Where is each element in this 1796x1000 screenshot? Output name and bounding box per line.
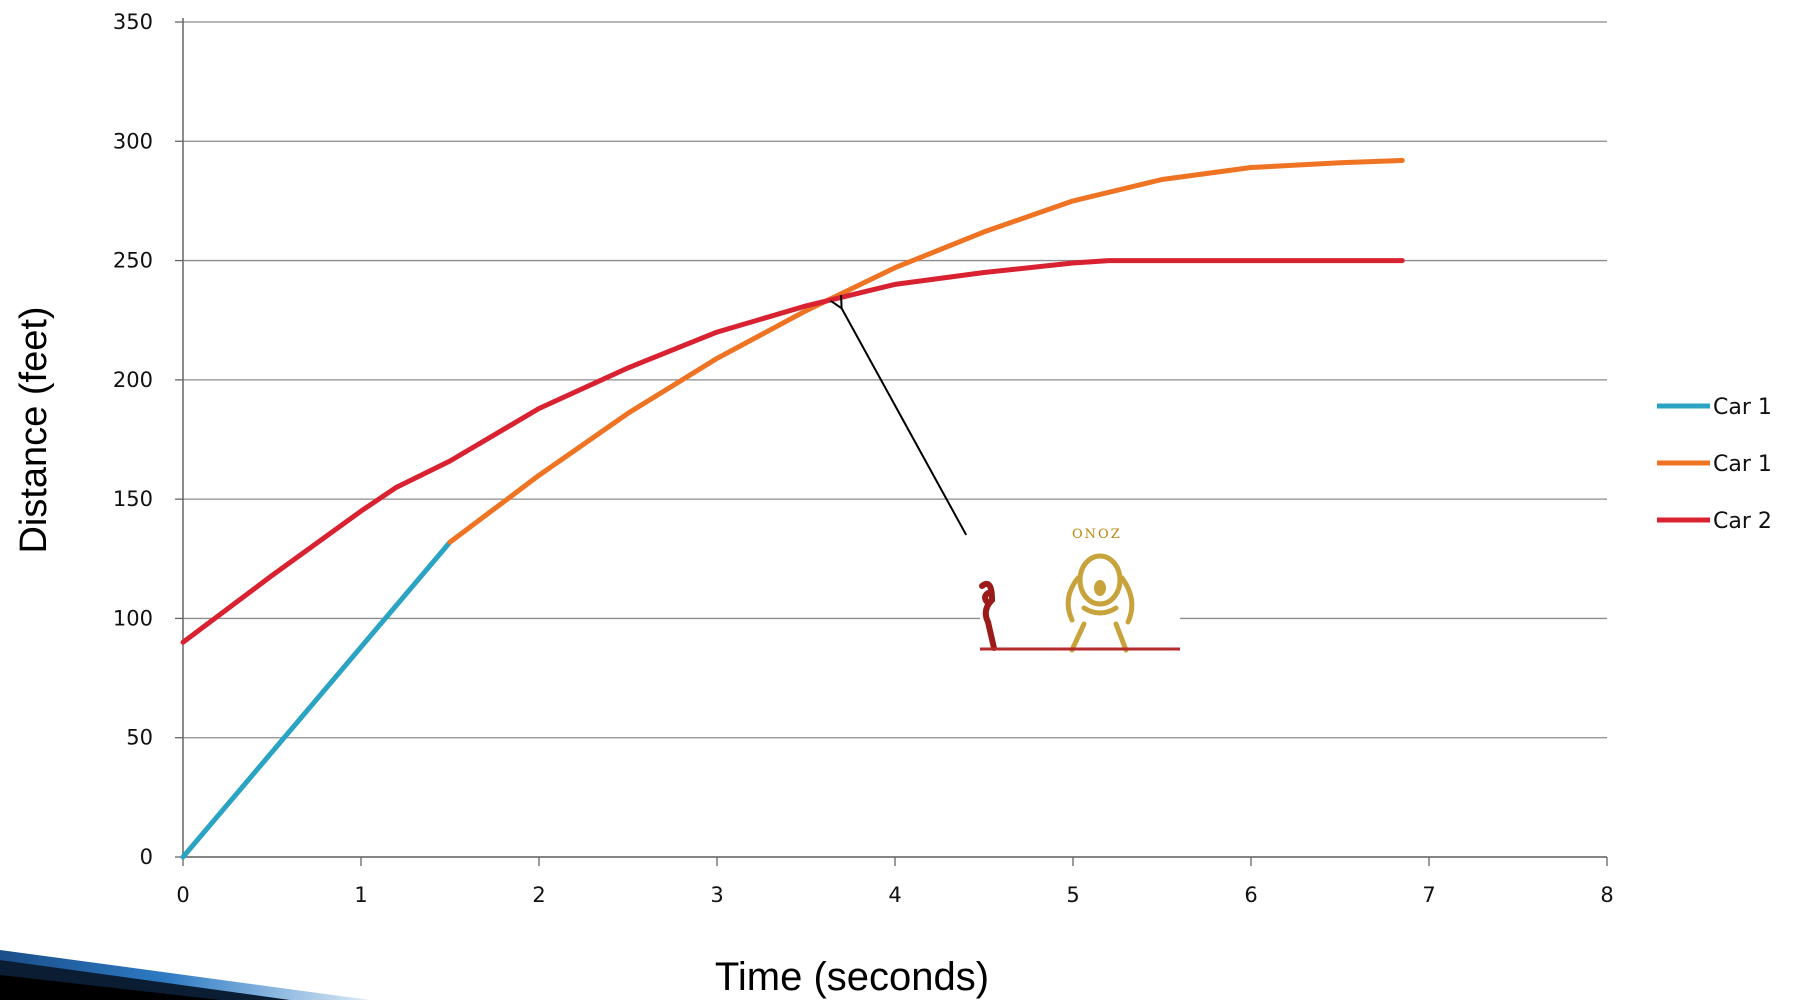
legend-label-2: Car 1 bbox=[1713, 452, 1772, 477]
x-tick-label: 1 bbox=[354, 883, 367, 907]
x-axis-title: Time (seconds) bbox=[715, 955, 989, 999]
y-tick-label: 300 bbox=[113, 129, 153, 153]
y-axis-title: Distance (feet) bbox=[13, 306, 55, 553]
onoz-cartoon-image: ONOZ bbox=[979, 518, 1180, 653]
x-tick-label: 5 bbox=[1066, 883, 1079, 907]
axes bbox=[175, 18, 1608, 866]
series-line-1 bbox=[180, 539, 453, 860]
series-lines bbox=[180, 157, 1405, 860]
y-tick-label: 200 bbox=[113, 368, 153, 392]
cartoon-caption: ONOZ bbox=[1072, 527, 1122, 542]
x-tick-label: 7 bbox=[1422, 883, 1435, 907]
x-tick-label: 6 bbox=[1244, 883, 1257, 907]
y-tick-label: 50 bbox=[126, 726, 153, 750]
y-tick-label: 100 bbox=[113, 606, 153, 630]
x-tick-label: 8 bbox=[1600, 883, 1613, 907]
x-tick-label: 4 bbox=[888, 883, 901, 907]
y-tick-labels: 0 50 100 150 200 250 300 350 bbox=[113, 10, 153, 869]
legend-label-3: Car 2 bbox=[1713, 509, 1772, 534]
corner-decoration bbox=[0, 950, 370, 1000]
x-tick-labels: 0 1 2 3 4 5 6 7 8 bbox=[176, 883, 1613, 907]
annotation-arrow bbox=[842, 308, 968, 536]
x-tick-label: 3 bbox=[710, 883, 723, 907]
series-line-3 bbox=[180, 258, 1405, 645]
legend: Car 1 Car 1 Car 2 bbox=[1657, 395, 1772, 534]
legend-label-1: Car 1 bbox=[1713, 395, 1772, 420]
series-line-2 bbox=[447, 157, 1405, 545]
y-tick-label: 350 bbox=[113, 10, 153, 34]
grid bbox=[183, 21, 1607, 858]
x-tick-label: 0 bbox=[176, 883, 189, 907]
y-tick-label: 250 bbox=[113, 249, 153, 273]
y-tick-label: 150 bbox=[113, 487, 153, 511]
y-tick-label: 0 bbox=[140, 845, 153, 869]
x-tick-label: 2 bbox=[532, 883, 545, 907]
